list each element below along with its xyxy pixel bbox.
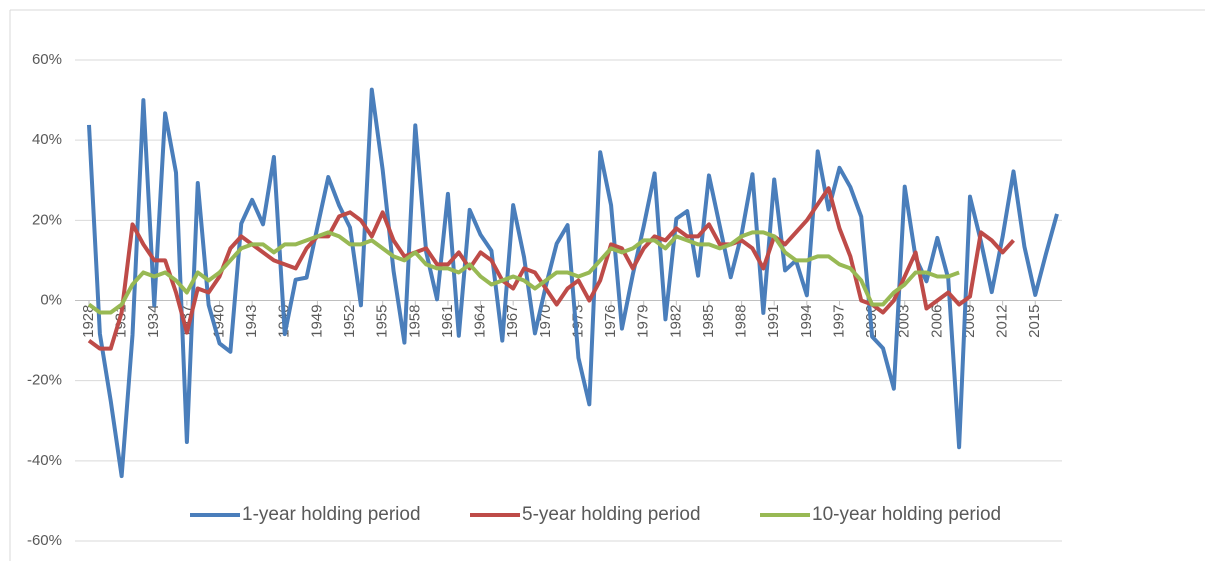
y-tick-label: -40% — [27, 452, 62, 469]
series-line — [87, 186, 1015, 351]
x-tick-label: 1967 — [504, 305, 521, 338]
series-line — [87, 230, 960, 315]
x-tick-label: 2015 — [1026, 305, 1043, 338]
x-tick-label: 1982 — [667, 305, 684, 338]
legend-label: 10-year holding period — [812, 504, 1001, 525]
x-tick-label: 1994 — [798, 305, 815, 338]
y-tick-label: 0% — [40, 291, 62, 308]
y-tick-label: 40% — [32, 131, 62, 148]
legend-label: 5-year holding period — [522, 504, 701, 525]
x-tick-label: 1997 — [830, 305, 847, 338]
legend: 1-year holding period 5-year holding peri… — [190, 504, 1001, 525]
y-tick-label: 20% — [32, 211, 62, 228]
x-tick-label: 1988 — [733, 305, 750, 338]
x-tick-label: 1949 — [308, 305, 325, 338]
x-tick-label: 2006 — [928, 305, 945, 338]
x-tick-label: 2003 — [896, 305, 913, 338]
x-tick-label: 1943 — [243, 305, 260, 338]
legend-label: 1-year holding period — [242, 504, 421, 525]
x-tick-label: 1934 — [145, 305, 162, 338]
x-tick-label: 1958 — [406, 305, 423, 338]
x-tick-label: 1961 — [439, 305, 456, 338]
x-tick-label: 1991 — [765, 305, 782, 338]
x-tick-label: 1928 — [80, 305, 97, 338]
y-tick-label: -60% — [27, 532, 62, 549]
x-tick-label: 1985 — [700, 305, 717, 338]
x-tick-label: 1964 — [472, 304, 489, 337]
x-tick-label: 2012 — [994, 304, 1011, 337]
x-tick-label: 1976 — [602, 305, 619, 338]
y-tick-label: 60% — [32, 51, 62, 68]
y-tick-label: -20% — [27, 372, 62, 389]
x-tick-label: 1952 — [341, 305, 358, 338]
x-tick-label: 1979 — [635, 305, 652, 338]
series-line — [87, 87, 1059, 479]
x-tick-label: 1955 — [374, 305, 391, 338]
